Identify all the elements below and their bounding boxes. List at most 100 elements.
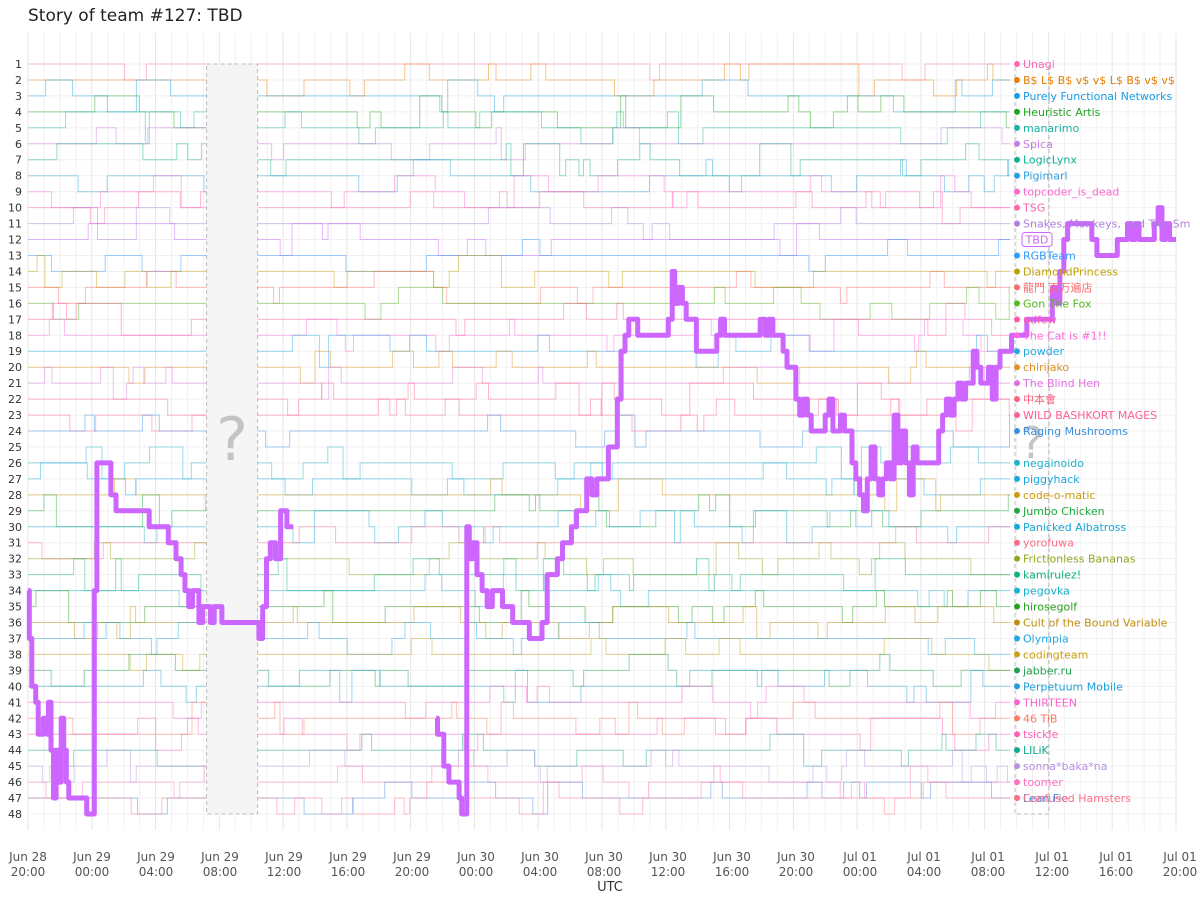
team-line bbox=[28, 478, 207, 512]
team-line bbox=[28, 669, 207, 703]
team-line bbox=[28, 95, 207, 129]
rank-tick-label: 18 bbox=[8, 329, 22, 342]
x-tick-date: Jul 01 bbox=[1098, 850, 1133, 864]
team-label: 龍門 百万遍店 bbox=[1023, 280, 1093, 294]
x-tick-time: 04:00 bbox=[139, 865, 174, 879]
rank-tick-label: 41 bbox=[8, 696, 22, 709]
team-label: code-o-matic bbox=[1023, 489, 1095, 502]
team-dot bbox=[1014, 172, 1020, 179]
x-tick-date: Jun 30 bbox=[456, 850, 495, 864]
team-label: B$ L$ B$ v$ v$ L$ B$ v$ v$ bbox=[1023, 74, 1175, 87]
team-line bbox=[257, 526, 1010, 544]
unknown-period-mark: ? bbox=[216, 405, 248, 475]
rank-tick-label: 37 bbox=[8, 632, 22, 645]
rank-tick-label: 45 bbox=[8, 760, 22, 773]
team-line bbox=[28, 302, 207, 336]
team-dot bbox=[1014, 587, 1020, 594]
x-tick-date: Jun 30 bbox=[712, 850, 751, 864]
team-line bbox=[28, 462, 207, 496]
team-label: udfew bbox=[1023, 313, 1057, 326]
team-line bbox=[257, 63, 1010, 97]
team-label: Confused Hamsters bbox=[1023, 792, 1131, 805]
rank-tick-label: 22 bbox=[8, 393, 22, 406]
rank-tick-label: 3 bbox=[15, 90, 22, 103]
team-line bbox=[28, 622, 207, 655]
team-line bbox=[28, 255, 207, 288]
team-label: The Blind Hen bbox=[1022, 377, 1100, 390]
rank-tick-label: 44 bbox=[8, 744, 22, 757]
team-dot bbox=[1014, 475, 1020, 482]
team-line bbox=[28, 63, 207, 81]
rank-tick-label: 1 bbox=[15, 58, 22, 71]
team-label: topcoder_is_dead bbox=[1023, 186, 1119, 199]
team-legend: Unagi B$ L$ B$ v$ v$ L$ B$ v$ v$ Purely Fu… bbox=[1014, 58, 1190, 805]
team-line bbox=[28, 446, 207, 480]
x-tick-time: 16:00 bbox=[1099, 865, 1134, 879]
team-line bbox=[257, 111, 1010, 145]
team-line bbox=[28, 653, 207, 671]
x-tick-date: Jul 01 bbox=[1162, 850, 1197, 864]
rank-tick-label: 21 bbox=[8, 377, 22, 390]
team-line bbox=[28, 175, 207, 209]
team-line bbox=[257, 701, 1010, 735]
team-line bbox=[257, 207, 1010, 240]
rank-tick-label: 12 bbox=[8, 234, 22, 247]
rank-tick-label: 47 bbox=[8, 792, 22, 805]
team-dot bbox=[1014, 380, 1020, 387]
rank-tick-label: 2 bbox=[15, 74, 22, 87]
team-label: WILD BASHKORT MAGES bbox=[1023, 409, 1157, 422]
team-label: kamirulez! bbox=[1023, 569, 1081, 582]
team-line bbox=[257, 318, 1010, 352]
team-line bbox=[257, 334, 1010, 368]
team-line bbox=[28, 366, 207, 384]
unknown-period-box bbox=[1014, 63, 1050, 815]
team-dot bbox=[1014, 715, 1020, 722]
team-dot bbox=[1014, 683, 1020, 690]
team-label: RGBTeam bbox=[1023, 249, 1076, 262]
rank-tick-label: 42 bbox=[8, 712, 22, 725]
rank-tick-label: 6 bbox=[15, 138, 22, 151]
rank-tick-label: 34 bbox=[8, 585, 22, 598]
x-tick-time: 12:00 bbox=[1035, 865, 1070, 879]
team-line bbox=[257, 494, 1010, 528]
rank-tick-label: 48 bbox=[8, 808, 22, 821]
team-label: piggyhack bbox=[1023, 473, 1080, 486]
x-tick-date: Jun 28 bbox=[8, 850, 47, 864]
x-tick-time: 12:00 bbox=[651, 865, 686, 879]
rank-tick-label: 10 bbox=[8, 202, 22, 215]
team-dot bbox=[1014, 667, 1020, 674]
team-line bbox=[28, 414, 207, 432]
team-dot bbox=[1014, 364, 1020, 371]
rank-tick-label: 29 bbox=[8, 505, 22, 518]
team-dot bbox=[1014, 779, 1020, 786]
team-dot bbox=[1014, 507, 1020, 514]
team-line bbox=[28, 223, 207, 240]
team-line bbox=[28, 207, 207, 240]
rank-tick-label: 26 bbox=[8, 457, 22, 470]
background-rank-lines bbox=[28, 63, 1010, 815]
team-dot bbox=[1014, 252, 1020, 259]
x-tick-time: 20:00 bbox=[779, 865, 814, 879]
team-line bbox=[257, 685, 1010, 719]
x-tick-date: Jun 30 bbox=[584, 850, 623, 864]
team-line bbox=[28, 653, 207, 687]
x-tick-date: Jul 01 bbox=[970, 850, 1005, 864]
rank-tick-label: 5 bbox=[15, 122, 22, 135]
team-label: THIRTEEN bbox=[1022, 696, 1077, 709]
team-dot bbox=[1014, 523, 1020, 530]
team-dot bbox=[1014, 268, 1020, 275]
highlight-team-line bbox=[435, 205, 1176, 817]
team-line bbox=[28, 542, 207, 560]
team-line bbox=[257, 717, 1010, 751]
team-label: Perpetuum Mobile bbox=[1023, 680, 1123, 693]
team-dot bbox=[1014, 204, 1020, 211]
team-label: Purely Functional Networks bbox=[1023, 90, 1173, 103]
x-tick-date: Jun 29 bbox=[72, 850, 111, 864]
rank-tick-label: 30 bbox=[8, 521, 22, 534]
team-line bbox=[257, 350, 1010, 384]
team-label: LILiK bbox=[1023, 744, 1050, 757]
highlight-team-line bbox=[26, 460, 294, 817]
chart-title: Story of team #127: TBD bbox=[28, 6, 243, 26]
rank-tick-label: 19 bbox=[8, 345, 22, 358]
x-tick-time: 08:00 bbox=[587, 865, 622, 879]
